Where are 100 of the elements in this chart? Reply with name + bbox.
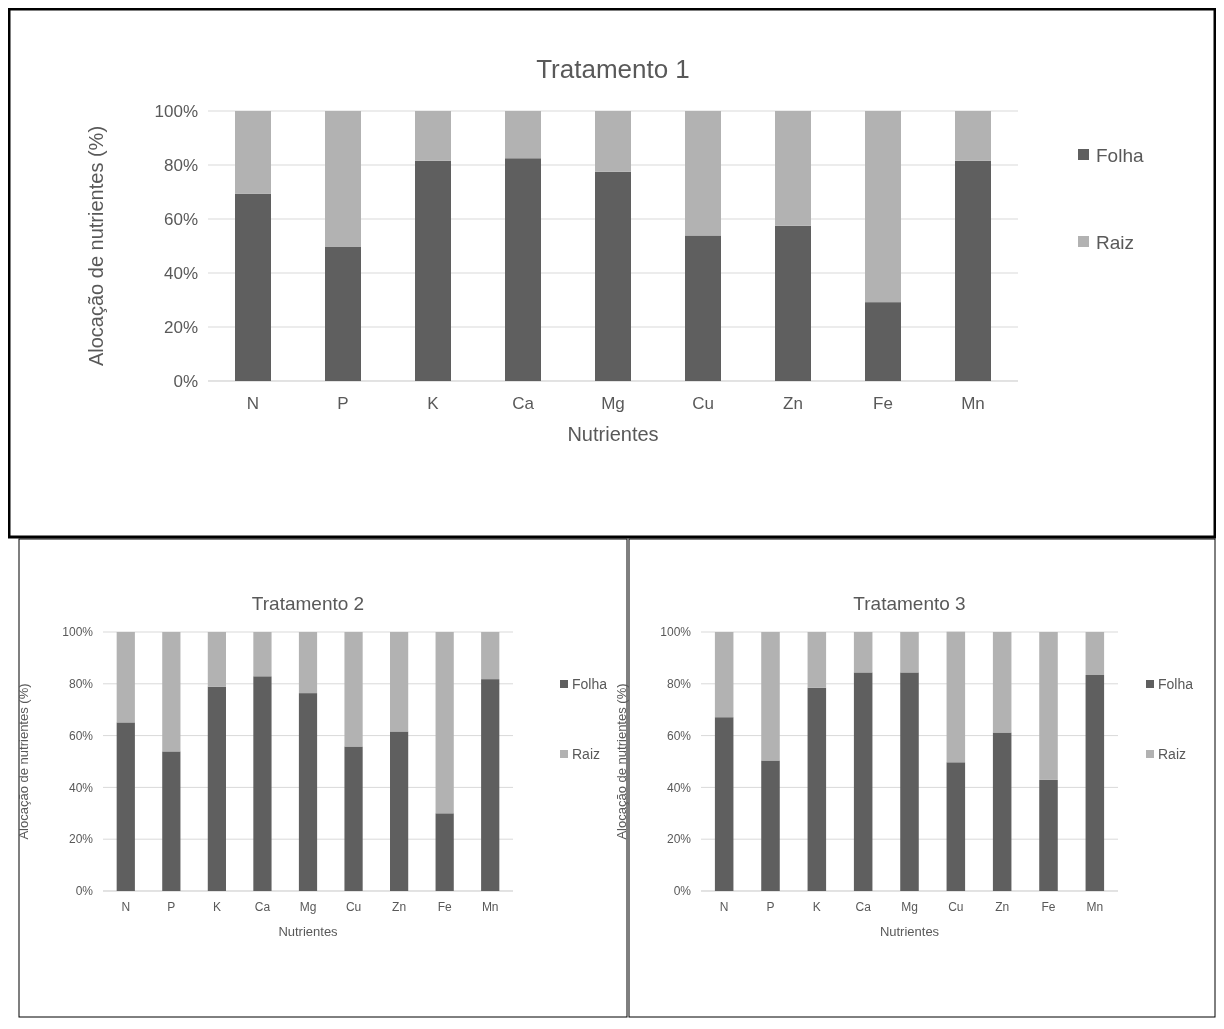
bar <box>853 632 873 673</box>
y-tick-label: 60% <box>163 209 198 229</box>
bar <box>116 722 135 891</box>
y-axis-title: Alocação de nutrientes (%) <box>85 125 107 367</box>
y-tick-label: 0% <box>173 371 198 391</box>
y-tick-label: 0% <box>673 884 692 899</box>
bar <box>900 632 919 673</box>
bar <box>946 762 966 891</box>
bar <box>1039 632 1058 780</box>
bar <box>344 746 363 891</box>
bar <box>390 731 409 891</box>
chart-title: Tratamento 3 <box>853 593 966 614</box>
bar <box>235 111 271 194</box>
x-tick-label: N <box>719 900 729 914</box>
y-tick-label: 60% <box>68 728 94 743</box>
x-tick-label: Mg <box>901 900 918 914</box>
y-tick-label: 80% <box>163 155 198 175</box>
y-axis-title: Alocação de nutrientes (%) <box>16 683 31 840</box>
y-tick-label: 100% <box>154 101 198 121</box>
x-tick-label: Mn <box>961 394 985 413</box>
legend-label: Folha <box>1158 675 1194 692</box>
y-tick-label: 40% <box>68 780 94 795</box>
y-tick-label: 20% <box>68 832 94 847</box>
bar <box>992 732 1012 891</box>
bar <box>253 676 272 891</box>
bar <box>116 632 135 723</box>
x-tick-label: K <box>812 900 821 914</box>
bar <box>235 193 271 381</box>
y-tick-label: 80% <box>68 677 94 691</box>
x-tick-label: Cu <box>345 900 362 914</box>
y-tick-label: 80% <box>666 677 692 691</box>
x-tick-label: Fe <box>437 900 452 914</box>
chart-title: Tratamento 1 <box>536 54 690 84</box>
y-tick-label: 40% <box>666 780 692 795</box>
bar <box>415 160 451 381</box>
y-tick-label: 100% <box>660 625 692 640</box>
bar <box>1039 779 1058 891</box>
bar <box>775 225 811 381</box>
bar <box>900 672 919 891</box>
y-tick-label: 20% <box>163 317 198 337</box>
bar <box>992 632 1012 733</box>
bar <box>955 160 991 381</box>
bar <box>344 632 363 747</box>
y-axis-title: Alocação de nutrientes (%) <box>614 683 629 840</box>
x-tick-label: P <box>766 900 775 914</box>
x-axis-title: Nutrientes <box>278 924 339 939</box>
bar <box>162 751 181 891</box>
y-tick-label: 40% <box>163 263 198 283</box>
bar <box>853 672 873 891</box>
x-tick-label: Mn <box>1086 900 1104 914</box>
x-axis-title: Nutrientes <box>567 423 659 445</box>
legend-label: Raiz <box>1096 231 1135 253</box>
x-tick-label: K <box>427 394 440 413</box>
x-tick-label: N <box>246 394 260 413</box>
x-tick-label: Cu <box>948 900 964 914</box>
chart-title: Tratamento 2 <box>251 593 365 614</box>
bar <box>761 632 780 761</box>
y-tick-label: 60% <box>666 728 692 743</box>
bar <box>325 111 361 247</box>
bar <box>298 632 318 694</box>
bar <box>505 158 541 381</box>
bar <box>415 111 451 161</box>
bar <box>761 760 780 891</box>
x-tick-label: Ca <box>855 900 872 914</box>
bar <box>714 717 734 891</box>
bar <box>1085 632 1105 675</box>
x-tick-label: Ca <box>254 900 271 914</box>
x-tick-label: Fe <box>873 394 893 413</box>
bar <box>207 632 226 687</box>
bar <box>435 632 454 814</box>
legend-label: Folha <box>1096 144 1144 166</box>
bar <box>481 679 500 891</box>
y-tick-label: 0% <box>75 884 94 899</box>
x-tick-label: Fe <box>1041 900 1056 914</box>
legend-label: Raiz <box>1158 745 1187 762</box>
x-tick-label: Mn <box>481 900 499 914</box>
bar <box>481 632 500 680</box>
y-tick-label: 20% <box>666 832 692 847</box>
bar <box>865 302 901 381</box>
x-tick-label: N <box>121 900 131 914</box>
x-tick-label: Zn <box>392 900 407 914</box>
bar <box>253 632 272 677</box>
bar <box>685 235 721 381</box>
bar <box>207 686 226 891</box>
bar <box>298 693 318 891</box>
x-tick-label: Cu <box>692 394 714 413</box>
bar <box>325 246 361 381</box>
x-tick-label: P <box>167 900 176 914</box>
legend-label: Folha <box>572 675 608 692</box>
x-tick-label: Zn <box>783 394 803 413</box>
bar <box>946 631 966 763</box>
bar <box>955 111 991 161</box>
bar <box>685 111 721 236</box>
bar <box>1085 674 1105 891</box>
bar <box>595 111 631 172</box>
x-tick-label: K <box>212 900 221 914</box>
bar <box>390 632 409 732</box>
bar <box>775 111 811 226</box>
x-tick-label: Mg <box>299 900 317 914</box>
bar <box>505 111 541 159</box>
